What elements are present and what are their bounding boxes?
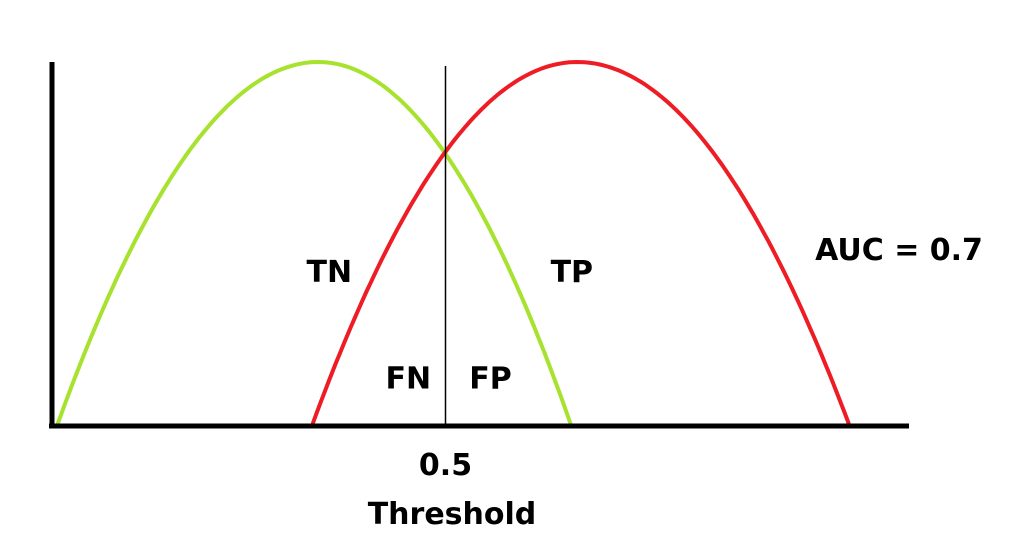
auc-label: AUC = 0.7 <box>815 233 983 268</box>
region-label-tn: TN <box>307 255 353 290</box>
x-tick-label: 0.5 <box>419 448 472 483</box>
region-label-fp: FP <box>469 362 511 397</box>
region-label-tp: TP <box>551 255 593 290</box>
region-label-fn: FN <box>385 362 431 397</box>
x-axis-label: Threshold <box>368 497 537 532</box>
